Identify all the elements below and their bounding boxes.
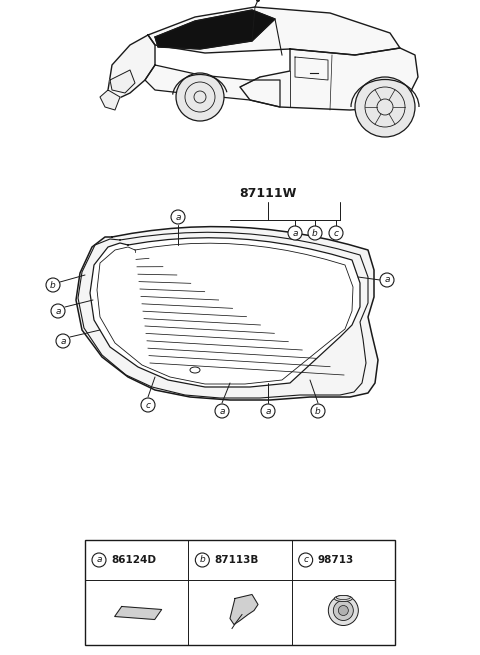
Polygon shape <box>155 10 275 49</box>
Text: b: b <box>200 555 205 565</box>
Text: 86124D: 86124D <box>111 555 156 565</box>
Circle shape <box>256 0 260 2</box>
Text: a: a <box>219 407 225 415</box>
Polygon shape <box>100 90 120 110</box>
Polygon shape <box>148 7 400 55</box>
Circle shape <box>299 553 312 567</box>
Polygon shape <box>240 48 418 110</box>
Text: a: a <box>384 276 390 284</box>
Text: a: a <box>265 407 271 415</box>
Text: b: b <box>315 407 321 415</box>
Circle shape <box>338 605 348 616</box>
Ellipse shape <box>335 595 352 601</box>
Circle shape <box>176 73 224 121</box>
Text: a: a <box>96 555 102 565</box>
Circle shape <box>171 210 185 224</box>
Text: 87111W: 87111W <box>240 187 297 200</box>
Text: 98713: 98713 <box>318 555 354 565</box>
Polygon shape <box>230 595 258 624</box>
Circle shape <box>46 278 60 292</box>
Circle shape <box>51 304 65 318</box>
Circle shape <box>56 334 70 348</box>
Circle shape <box>328 595 359 626</box>
Circle shape <box>215 404 229 418</box>
Polygon shape <box>145 65 280 107</box>
Text: a: a <box>60 337 66 345</box>
Circle shape <box>141 398 155 412</box>
Text: a: a <box>55 307 61 316</box>
Text: c: c <box>334 229 338 238</box>
Bar <box>85 540 395 645</box>
Polygon shape <box>90 238 360 387</box>
Circle shape <box>329 226 343 240</box>
Text: c: c <box>145 400 151 409</box>
Polygon shape <box>110 70 135 93</box>
Text: b: b <box>312 229 318 238</box>
Circle shape <box>333 601 353 620</box>
Polygon shape <box>108 35 155 100</box>
Circle shape <box>92 553 106 567</box>
Polygon shape <box>76 227 378 400</box>
Text: a: a <box>175 212 181 221</box>
Circle shape <box>355 77 415 137</box>
Text: a: a <box>292 229 298 238</box>
Circle shape <box>288 226 302 240</box>
Text: b: b <box>50 280 56 290</box>
Circle shape <box>311 404 325 418</box>
Text: 87113B: 87113B <box>215 555 259 565</box>
Circle shape <box>308 226 322 240</box>
Circle shape <box>380 273 394 287</box>
Circle shape <box>195 553 209 567</box>
Text: c: c <box>303 555 308 565</box>
Ellipse shape <box>336 595 350 599</box>
Polygon shape <box>115 607 162 620</box>
Circle shape <box>261 404 275 418</box>
